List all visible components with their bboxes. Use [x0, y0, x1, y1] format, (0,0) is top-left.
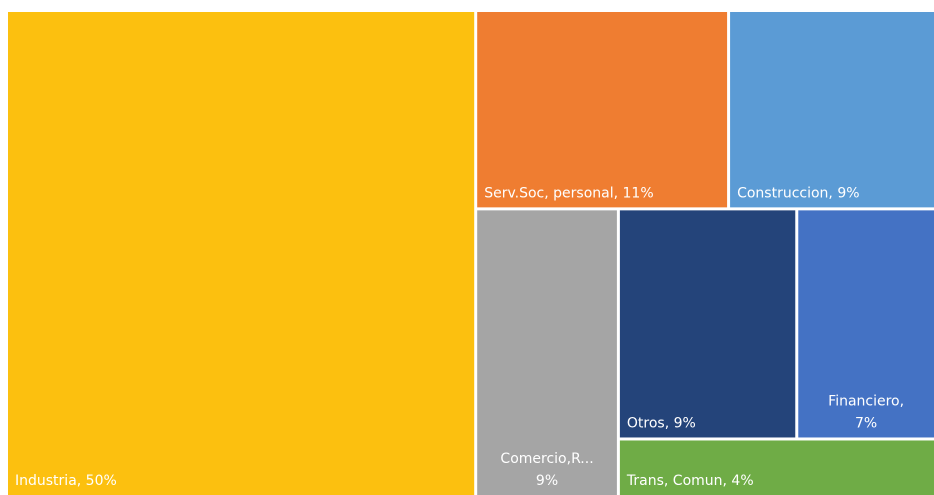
tile-label: Financiero,	[828, 393, 904, 409]
tile	[8, 12, 475, 495]
tile-label: 9%	[536, 473, 558, 489]
tile-label: Industria, 50%	[15, 473, 117, 489]
tile-label: 7%	[855, 415, 877, 431]
tile-label: Construccion, 9%	[737, 185, 859, 201]
tile	[477, 12, 728, 208]
tile-label: Otros, 9%	[627, 415, 696, 431]
tile-label: Comercio,R...	[500, 451, 593, 467]
tile-label: Trans, Comun, 4%	[626, 473, 754, 489]
tile	[619, 440, 934, 495]
tile	[619, 210, 796, 438]
tile	[477, 210, 617, 495]
tile-label: Serv.Soc, personal, 11%	[484, 185, 653, 201]
tile	[798, 210, 934, 438]
tile	[730, 12, 934, 208]
